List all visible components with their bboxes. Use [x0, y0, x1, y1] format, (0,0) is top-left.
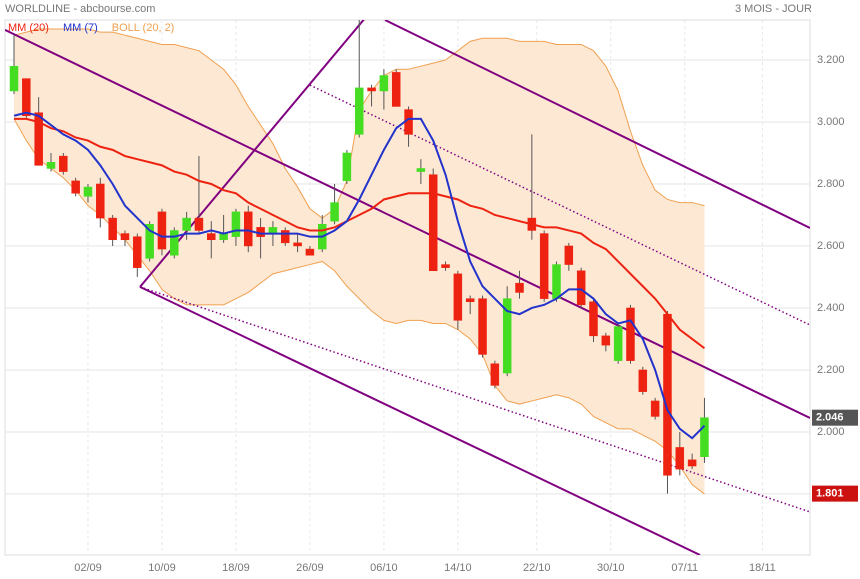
candle-body: [96, 183, 105, 219]
candle-body: [170, 230, 179, 256]
candle-body: [515, 282, 524, 293]
candle-body: [194, 217, 204, 231]
candle-body: [490, 363, 500, 386]
price-tag-label: 1.801: [816, 488, 844, 500]
candle-body: [650, 400, 660, 417]
x-tick-label: 10/09: [148, 562, 176, 574]
candle-body: [613, 326, 623, 361]
trend-line: [139, 285, 701, 555]
candle-body: [700, 417, 709, 457]
candle-body: [231, 211, 241, 237]
candle-body: [342, 152, 352, 182]
x-tick-label: 14/10: [444, 562, 472, 574]
candle-body: [22, 78, 31, 117]
candle-body: [293, 242, 302, 247]
x-tick-label: 02/09: [74, 562, 102, 574]
legend-entry: BOLL (20, 2): [112, 22, 175, 34]
candle-body: [638, 369, 648, 392]
candle-body: [330, 202, 339, 222]
x-tick-label: 18/11: [749, 562, 776, 574]
candle-body: [576, 270, 586, 306]
trend-line: [384, 20, 810, 229]
bollinger-lower: [13, 118, 705, 495]
candle-body: [428, 174, 438, 272]
x-tick-label: 30/10: [597, 562, 625, 574]
candle-body: [305, 248, 315, 256]
candle-body: [34, 112, 43, 166]
moving-average: [14, 117, 706, 350]
candle-body: [9, 65, 19, 92]
moving-average: [13, 111, 706, 440]
candle-body: [207, 233, 216, 241]
candle-body: [182, 217, 191, 231]
chart-title: WORLDLINE - abcbourse.com: [5, 3, 155, 15]
y-tick-label: 2.400: [817, 302, 845, 314]
price-tag: [812, 409, 858, 426]
candle-body: [453, 273, 463, 321]
candle-body: [675, 447, 685, 470]
price-tag: [812, 485, 858, 502]
legend-entry: MM (20): [8, 22, 49, 34]
y-tick-label: 2.800: [817, 178, 845, 190]
candle-body: [108, 217, 117, 241]
candle-body: [552, 264, 561, 299]
y-tick-label: 3.200: [817, 54, 845, 66]
candle-body: [441, 264, 450, 268]
candle-body: [502, 298, 512, 374]
candle-body: [133, 236, 142, 268]
candle-body: [391, 72, 401, 107]
trend-line: [139, 286, 810, 513]
x-tick-label: 22/10: [523, 562, 551, 574]
candle-body: [687, 459, 697, 467]
y-tick-label: 2.000: [817, 426, 845, 438]
trend-line: [309, 84, 810, 326]
y-tick-label: 2.600: [817, 240, 845, 252]
candle-body: [626, 307, 635, 361]
candle-body: [465, 298, 475, 303]
price-tag-label: 2.046: [816, 412, 844, 424]
candle-body: [281, 230, 290, 244]
candle-body: [601, 335, 611, 346]
x-tick-label: 07/11: [671, 562, 698, 574]
candle-body: [120, 233, 130, 241]
candle-body: [59, 155, 68, 172]
candle-body: [416, 168, 426, 172]
candle-body: [46, 162, 56, 169]
candle-body: [145, 224, 154, 259]
candle-body: [367, 87, 376, 92]
candle-body: [589, 301, 598, 337]
candle-body: [663, 313, 672, 476]
y-tick-label: 3.000: [817, 116, 845, 128]
candle-body: [478, 298, 487, 355]
x-tick-label: 26/09: [296, 562, 324, 574]
chart-subtitle: 3 MOIS - JOUR: [735, 3, 812, 15]
candle-body: [564, 245, 574, 265]
x-tick-label: 06/10: [370, 562, 398, 574]
y-tick-label: 2.200: [817, 364, 845, 376]
x-tick-label: 18/09: [222, 562, 250, 574]
axes: 1.8002.0002.2002.4002.6002.8003.0003.200…: [8, 22, 858, 574]
legend-entry: MM (7): [63, 22, 98, 34]
candle-body: [244, 211, 253, 247]
candle-body: [83, 186, 93, 197]
candle-body: [354, 87, 364, 135]
candle-body: [539, 233, 549, 299]
candle-body: [379, 75, 389, 92]
candle-body: [71, 180, 80, 194]
trend-line: [5, 29, 810, 419]
plot: [5, 20, 810, 555]
candle-body: [157, 211, 167, 250]
